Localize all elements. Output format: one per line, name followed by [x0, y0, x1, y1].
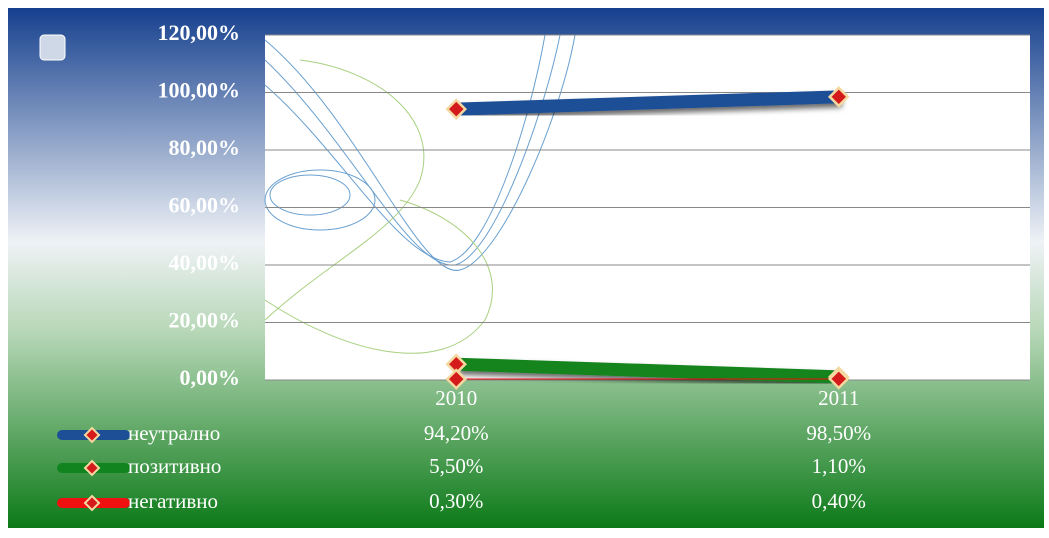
- y-tick-label: 20,00%: [169, 308, 241, 333]
- table-value: 98,50%: [806, 421, 871, 445]
- y-tick-label: 100,00%: [158, 78, 241, 103]
- y-tick-label: 40,00%: [169, 250, 241, 275]
- table-value: 94,20%: [424, 421, 489, 445]
- legend-label: негативно: [128, 489, 218, 513]
- table-value: 1,10%: [812, 454, 866, 478]
- legend-label: позитивно: [128, 454, 221, 478]
- table-value: 0,30%: [429, 489, 483, 513]
- y-tick-label: 0,00%: [180, 365, 241, 390]
- y-tick-label: 80,00%: [169, 135, 241, 160]
- y-tick-label: 120,00%: [158, 20, 241, 45]
- y-tick-label: 60,00%: [169, 193, 241, 218]
- table-value: 0,40%: [812, 489, 866, 513]
- table-value: 5,50%: [429, 454, 483, 478]
- legend-label: неутрално: [128, 421, 220, 445]
